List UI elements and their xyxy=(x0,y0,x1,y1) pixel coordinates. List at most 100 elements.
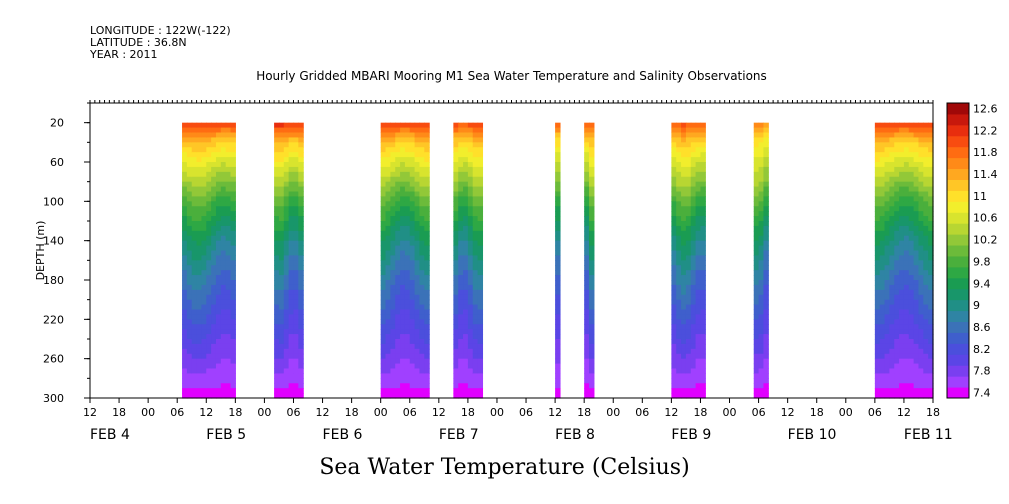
heatmap-cell xyxy=(414,171,421,178)
heatmap-cell xyxy=(889,142,895,148)
heatmap-cell xyxy=(903,299,910,306)
heatmap-cell xyxy=(409,368,416,375)
heatmap-cell xyxy=(467,230,474,237)
heatmap-cell xyxy=(681,142,687,148)
heatmap-cell xyxy=(458,137,464,143)
heatmap-cell xyxy=(274,127,280,134)
heatmap-cell xyxy=(201,191,207,198)
heatmap-cell xyxy=(884,363,890,370)
heatmap-cell xyxy=(225,304,232,311)
heatmap-cell xyxy=(923,280,929,286)
heatmap-cell xyxy=(298,299,304,306)
heatmap-cell xyxy=(380,368,387,375)
heatmap-cell xyxy=(225,378,232,384)
heatmap-cell xyxy=(293,245,299,252)
heatmap-cell xyxy=(206,348,212,355)
heatmap-cell xyxy=(690,383,697,389)
heatmap-cell xyxy=(395,152,401,158)
heatmap-cell xyxy=(283,171,290,178)
heatmap-cell xyxy=(225,142,232,148)
heatmap-cell xyxy=(182,284,188,291)
heatmap-cell xyxy=(923,147,929,153)
heatmap-cell xyxy=(196,206,203,212)
heatmap-cell xyxy=(874,122,881,129)
heatmap-cell xyxy=(293,324,299,330)
heatmap-cell xyxy=(288,137,295,143)
heatmap-cell xyxy=(899,132,905,139)
heatmap-cell xyxy=(908,314,915,320)
heatmap-cell xyxy=(685,299,692,306)
heatmap-cell xyxy=(589,240,595,247)
heatmap-cell xyxy=(685,250,692,257)
heatmap-cell xyxy=(690,245,697,252)
heatmap-cell xyxy=(186,122,193,129)
heatmap-cell xyxy=(453,363,459,370)
heatmap-cell xyxy=(903,225,910,232)
heatmap-cell xyxy=(385,343,391,350)
heatmap-cell xyxy=(700,216,706,222)
heatmap-cell xyxy=(894,265,900,271)
heatmap-cell xyxy=(695,235,702,242)
heatmap-cell xyxy=(395,157,401,163)
heatmap-cell xyxy=(206,270,212,276)
heatmap-cell xyxy=(913,250,920,257)
heatmap-cell xyxy=(409,388,416,394)
heatmap-cell xyxy=(419,388,425,394)
heatmap-cell xyxy=(700,383,706,389)
heatmap-cell xyxy=(385,137,391,143)
heatmap-cell xyxy=(763,230,769,237)
heatmap-cell xyxy=(874,294,881,301)
heatmap-cell xyxy=(278,393,285,399)
heatmap-cell xyxy=(220,240,227,247)
heatmap-cell xyxy=(424,378,430,384)
heatmap-cell xyxy=(913,225,920,232)
heatmap-cell xyxy=(414,339,421,345)
heatmap-cell xyxy=(220,280,227,286)
heatmap-cell xyxy=(463,334,469,340)
heatmap-cell xyxy=(400,230,406,237)
heatmap-cell xyxy=(424,334,430,340)
heatmap-cell xyxy=(211,255,217,261)
heatmap-cell xyxy=(879,319,886,325)
heatmap-cell xyxy=(758,383,765,389)
heatmap-cell xyxy=(211,393,217,399)
heatmap-cell xyxy=(918,289,924,296)
heatmap-cell xyxy=(555,270,561,276)
heatmap-cell xyxy=(467,176,474,183)
heatmap-cell xyxy=(225,240,232,247)
heatmap-cell xyxy=(419,373,425,379)
heatmap-cell xyxy=(903,157,910,163)
heatmap-cell xyxy=(676,339,682,345)
heatmap-cell xyxy=(477,225,484,232)
heatmap-cell xyxy=(404,127,411,134)
heatmap-cell xyxy=(409,181,416,188)
heatmap-cell xyxy=(472,240,479,247)
heatmap-cell xyxy=(477,250,484,257)
heatmap-cell xyxy=(215,206,222,212)
heatmap-cell xyxy=(555,196,561,202)
heatmap-cell xyxy=(424,304,430,311)
heatmap-cell xyxy=(215,221,222,227)
heatmap-cell xyxy=(555,255,561,261)
heatmap-cell xyxy=(395,294,401,301)
heatmap-cell xyxy=(903,260,910,266)
heatmap-cell xyxy=(763,147,769,153)
heatmap-cell xyxy=(385,255,391,261)
heatmap-cell xyxy=(928,176,934,183)
heatmap-cell xyxy=(225,255,232,261)
heatmap-cell xyxy=(215,319,222,325)
heatmap-cell xyxy=(763,186,769,193)
heatmap-cell xyxy=(191,176,198,183)
heatmap-cell xyxy=(763,378,769,384)
heatmap-cell xyxy=(215,284,222,291)
heatmap-cell xyxy=(472,363,479,370)
heatmap-cell xyxy=(182,147,188,153)
heatmap-cell xyxy=(681,162,687,168)
heatmap-cell xyxy=(589,201,595,207)
heatmap-cell xyxy=(894,393,900,399)
heatmap-cell xyxy=(879,329,886,335)
heatmap-cell xyxy=(453,393,459,399)
heatmap-cell xyxy=(215,348,222,355)
heatmap-cell xyxy=(395,393,401,399)
heatmap-cell xyxy=(923,309,929,316)
